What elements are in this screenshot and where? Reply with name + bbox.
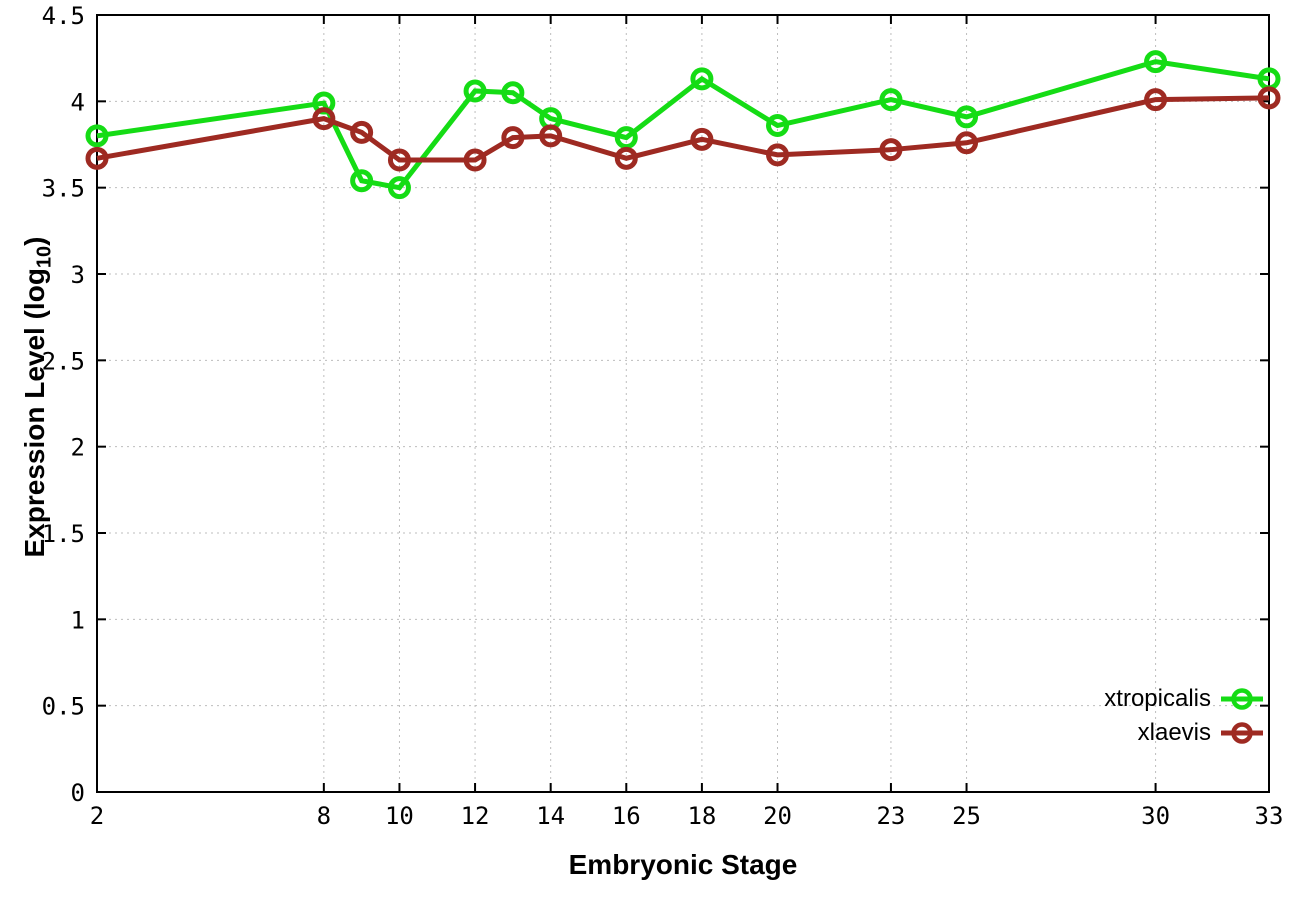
data-point [463, 79, 487, 103]
series-line-xtropicalis [96, 59, 1270, 191]
data-point [1144, 88, 1168, 112]
tick-labels: 2 8 10 12 14 16 18 20 23 25 30 33 0 0.5 1 1.5 2 2.5 3 3.5 4 4… [42, 2, 1284, 830]
series-xlaevis [85, 86, 1281, 172]
data-point [614, 146, 638, 170]
data-point [350, 120, 374, 144]
data-point [766, 114, 790, 138]
data-point [501, 126, 525, 150]
legend-label-xtropicalis: xtropicalis [1104, 685, 1211, 712]
series-line-xlaevis [96, 95, 1270, 163]
data-point [690, 127, 714, 151]
x-tick-label: 20 [763, 802, 792, 830]
y-axis-title-suffix: ) [19, 236, 50, 246]
y-tick-label: 4 [71, 88, 85, 116]
y-tick-label: 3 [71, 261, 85, 289]
data-point [879, 88, 903, 112]
series-xtropicalis [85, 50, 1281, 200]
x-tick-label: 18 [687, 802, 716, 830]
plot-border [96, 14, 1270, 793]
data-point [501, 81, 525, 105]
data-point [955, 105, 979, 129]
data-point [539, 124, 563, 148]
data-point [350, 169, 374, 193]
axis-ticks [96, 14, 1270, 793]
data-point [85, 146, 109, 170]
legend-label-xlaevis: xlaevis [1137, 719, 1211, 746]
y-tick-label: 0 [71, 779, 85, 807]
legend-item-xtropicalis: xtropicalis [1104, 684, 1264, 714]
data-point [85, 124, 109, 148]
data-point [387, 176, 411, 200]
y-tick-label: 1.5 [42, 520, 85, 548]
data-point [879, 138, 903, 162]
data-point [766, 143, 790, 167]
y-tick-label: 1 [71, 606, 85, 634]
legend-item-xlaevis: xlaevis [1104, 718, 1264, 748]
legend: xtropicalis xlaevis [1104, 684, 1264, 748]
data-point [690, 67, 714, 91]
x-tick-label: 33 [1255, 802, 1284, 830]
data-point [463, 148, 487, 172]
x-tick-label: 12 [461, 802, 490, 830]
y-axis-title-subscript: 10 [33, 245, 56, 269]
x-tick-label: 30 [1141, 802, 1170, 830]
x-tick-label: 10 [385, 802, 414, 830]
x-tick-label: 8 [317, 802, 331, 830]
y-tick-label: 0.5 [42, 693, 85, 721]
data-point [1144, 50, 1168, 74]
x-tick-label: 23 [876, 802, 905, 830]
y-tick-label: 2 [71, 434, 85, 462]
gridlines [96, 14, 1270, 793]
y-axis-title: Expression Level (log10) [19, 197, 56, 597]
data-point [614, 126, 638, 150]
x-axis-title: Embryonic Stage [568, 849, 798, 880]
legend-marker-xlaevis [1221, 722, 1263, 744]
y-tick-label: 3.5 [42, 175, 85, 203]
y-tick-label: 2.5 [42, 347, 85, 375]
x-tick-label: 14 [536, 802, 565, 830]
data-point [312, 107, 336, 131]
legend-marker-xtropicalis [1221, 688, 1263, 710]
data-point [1257, 86, 1281, 110]
data-point [387, 148, 411, 172]
x-tick-label: 25 [952, 802, 981, 830]
x-tick-label: 2 [90, 802, 104, 830]
data-point [955, 131, 979, 155]
y-tick-label: 4.5 [42, 2, 85, 30]
x-tick-label: 16 [612, 802, 641, 830]
y-axis-title-text: Expression Level (log [19, 268, 50, 558]
